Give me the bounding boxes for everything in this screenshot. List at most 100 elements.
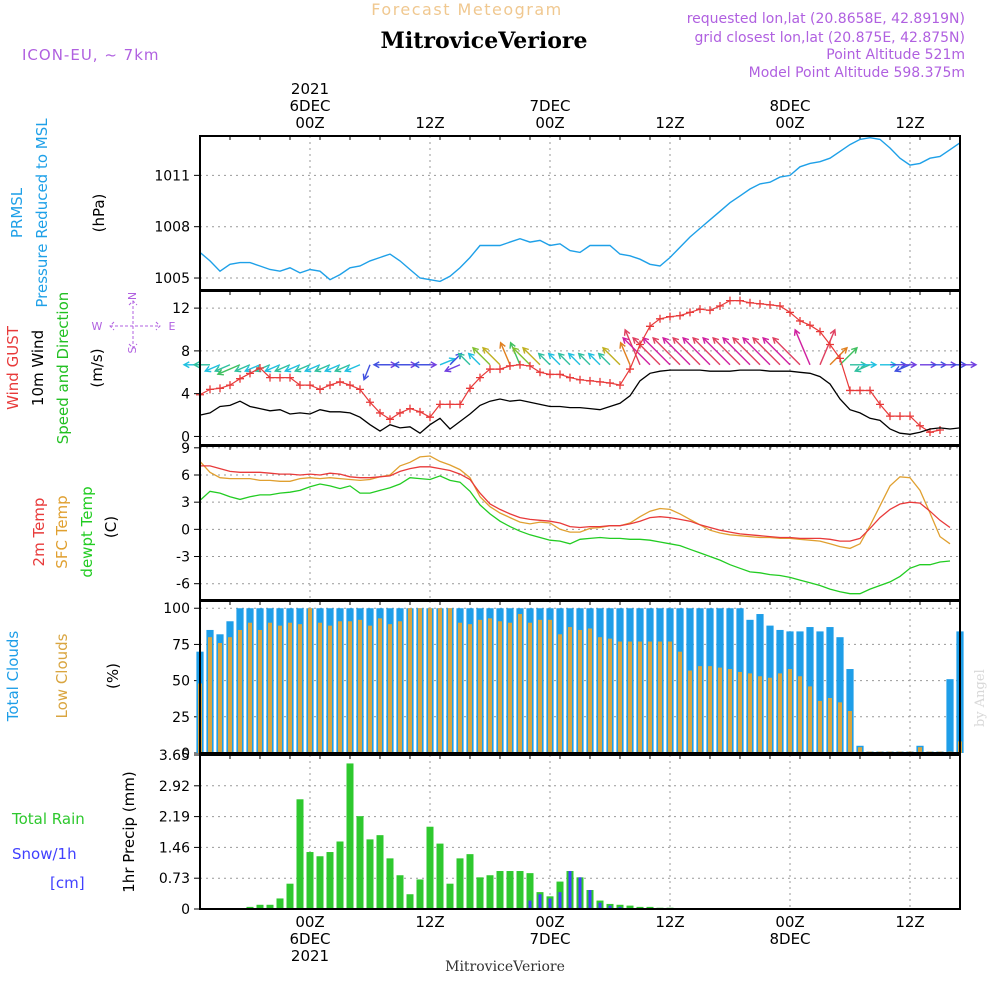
wind-gust-point [656, 314, 664, 323]
clouds-ytick-label: 25 [172, 710, 190, 726]
wind-gust-point [646, 322, 654, 331]
wind-gust-point [686, 308, 694, 317]
wind-gust-point [826, 340, 834, 349]
wind-title: 10m Wind [29, 330, 47, 406]
snow-bar [528, 900, 532, 909]
wind-gust-point [916, 421, 924, 430]
rain-bar [376, 835, 384, 909]
wind-direction-arrow [819, 329, 836, 366]
wind-arrow-head [893, 365, 902, 373]
clouds-ylabel: (%) [104, 663, 122, 689]
wind-arrow-head [682, 336, 690, 344]
snow-bar [568, 871, 572, 909]
wind-direction-arrow [652, 337, 681, 366]
wind-direction-arrow [772, 337, 801, 366]
wind-gust-point [776, 301, 784, 310]
low-cloud-bar [558, 634, 562, 753]
low-cloud-bar [638, 641, 642, 753]
low-cloud-bar [758, 676, 762, 753]
bottom-time-label: 00Z [295, 913, 324, 931]
wind-arrow-head [851, 346, 859, 354]
rain-bar [276, 898, 284, 909]
rain-bar [466, 854, 474, 909]
temp-2m-line [200, 465, 951, 542]
wind-direction-arrow [482, 347, 501, 366]
temperature-ytick-label: 9 [181, 441, 190, 457]
wind-arrow-head [597, 352, 605, 360]
wind-direction-arrow [548, 352, 561, 366]
low-cloud-bar [238, 629, 242, 753]
low-cloud-bar [658, 641, 662, 753]
wind-arrow-head [303, 365, 312, 373]
rain-bar [506, 871, 514, 909]
top-time-label: 7DEC [529, 97, 570, 115]
wind-arrow-head [722, 336, 730, 344]
wind-ytick-label: 8 [181, 344, 190, 360]
low-cloud-bar [568, 627, 572, 753]
wind-arrow-head [293, 365, 302, 373]
wind-gust-point [626, 365, 634, 374]
wind-gust-point [576, 375, 584, 384]
snow-bar [588, 890, 592, 909]
pressure-title: Pressure Reduced to MSL [33, 118, 51, 308]
wind-gust-point [326, 381, 334, 390]
wind-arrow-head [829, 328, 837, 336]
wind-direction-arrow [522, 347, 541, 366]
wind-gust-point [806, 321, 814, 330]
low-cloud-bar [318, 622, 322, 753]
low-cloud-bar [398, 621, 402, 753]
compass-w: W [92, 320, 103, 333]
wind-direction-arrow [324, 364, 341, 372]
rain-bar [346, 763, 354, 909]
snow-bar [618, 906, 622, 909]
rain-bar [456, 858, 464, 909]
wind-direction-arrow [692, 337, 721, 366]
wind-arrow-head [499, 341, 506, 349]
low-cloud-bar [688, 670, 692, 753]
wind-gust-point [886, 412, 894, 421]
wind-arrow-head [619, 341, 626, 349]
wind-gust-point [516, 360, 524, 369]
point-altitude: Point Altitude 521m [826, 47, 965, 63]
wind-arrow-head [742, 336, 750, 344]
low-cloud-bar [338, 621, 342, 753]
wind-ytick-label: 0 [181, 429, 190, 445]
wind-gust-point [226, 381, 234, 390]
wind-gust-point [836, 354, 844, 363]
low-cloud-bar [808, 686, 812, 753]
snow-bar [548, 898, 552, 909]
compass-e: E [169, 320, 176, 333]
wind-arrow-head [481, 346, 489, 354]
total-cloud-bar [826, 627, 834, 753]
wind-gust-point [206, 385, 214, 394]
wind-arrow-head [762, 336, 770, 344]
precip-ytick-label: 0.73 [159, 871, 190, 887]
wind-arrow-head [467, 352, 475, 360]
low-cloud-bar [248, 622, 252, 753]
wind-direction-arrow [578, 352, 591, 366]
wind-arrow-head [283, 365, 292, 373]
precip-ytick-label: 2.19 [159, 810, 190, 826]
wind-arrow-head [509, 341, 516, 349]
clouds-ytick-label: 75 [172, 637, 190, 653]
low-cloud-bar [578, 629, 582, 753]
rain-bar [336, 841, 344, 909]
low-cloud-bar [458, 622, 462, 753]
wind-direction-arrow [662, 337, 691, 366]
low-cloud-bar [718, 667, 722, 753]
rain-bar [426, 826, 434, 909]
low-cloud-bar [408, 608, 412, 753]
wind-direction-arrow [732, 337, 761, 366]
low-cloud-bar [518, 614, 522, 753]
rain-bar [406, 894, 414, 909]
precip-unit-label: [cm] [50, 874, 85, 892]
low-cloud-bar [378, 618, 382, 753]
rain-bar [256, 904, 264, 909]
wind-direction-arrow [854, 364, 871, 372]
rain-bar [516, 871, 524, 909]
temperature-title: dewpt Temp [78, 486, 96, 577]
pressure-ylabel: (hPa) [90, 194, 108, 233]
low-cloud-bar [268, 622, 272, 753]
wind-gust-point [676, 311, 684, 320]
top-time-label: 00Z [295, 114, 324, 132]
